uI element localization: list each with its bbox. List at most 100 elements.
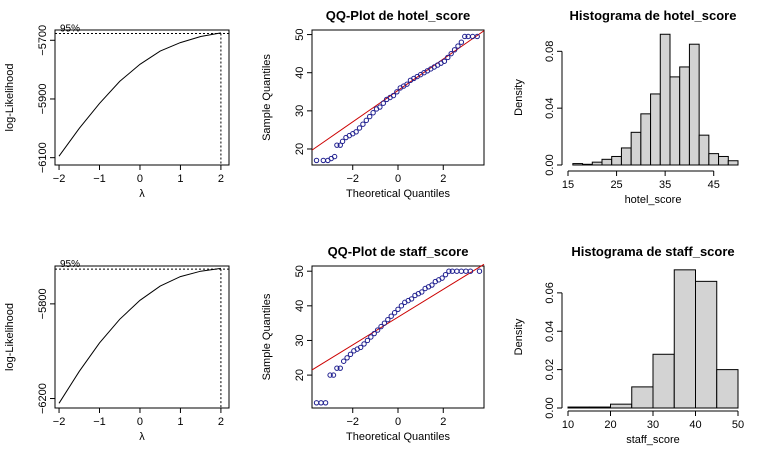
qq-point: [476, 268, 483, 274]
y-axis-title: Sample Quantiles: [261, 293, 273, 380]
qq-point: [318, 400, 324, 406]
qq-point: [322, 400, 329, 406]
chart-boxcox_hotel: −2 −1 0 1 2 −6100 −5900 −5700 λ log-Likelihood 95%: [4, 24, 230, 200]
qq-point: [395, 306, 401, 312]
qq-point: [380, 100, 386, 106]
qq-reference-line: [311, 263, 485, 371]
x-tick-label: 2: [218, 416, 224, 428]
y-tick-label: 0.00: [544, 397, 556, 418]
x-tick-label: −2: [53, 173, 66, 185]
y-tick-label: −6200: [37, 383, 49, 414]
x-tick-label: 25: [610, 179, 622, 191]
histogram-bar: [727, 160, 739, 166]
y-tick-label: 0.04: [544, 321, 556, 342]
qq-point: [404, 81, 410, 87]
qq-point: [371, 330, 377, 337]
y-tick-label: 0.06: [544, 282, 556, 303]
qq-point: [339, 138, 346, 145]
qq-point: [320, 157, 327, 164]
x-tick-label: −1: [93, 416, 106, 428]
x-tick-label: 0: [137, 416, 143, 428]
x-tick-label: 30: [647, 419, 659, 431]
plot-frame: [54, 265, 230, 409]
qq-point: [429, 282, 435, 288]
qq-point: [388, 313, 394, 319]
qq-point: [458, 39, 465, 45]
qq-point: [378, 323, 384, 330]
histogram-bar: [591, 161, 603, 166]
y-tick-label: 50: [294, 265, 306, 277]
qq-point: [442, 271, 449, 278]
qq-point: [446, 268, 452, 274]
plot-frame: [311, 265, 485, 409]
qq-point: [394, 89, 400, 95]
x-tick-label: 20: [604, 419, 616, 431]
qq-point: [334, 142, 340, 148]
histogram-bar: [610, 403, 633, 409]
qq-point: [330, 372, 337, 378]
qq-point: [374, 327, 381, 333]
qq-point: [353, 129, 359, 135]
qq-point: [398, 303, 405, 309]
qq-point: [361, 341, 367, 347]
qq-point: [439, 275, 445, 281]
chart-qq_staff: −2 0 2 20 30 40 50 QQ-Plot de staff_score Theore…: [261, 244, 485, 443]
loglik-curve: [58, 267, 221, 404]
y-axis-title: log-Likelihood: [4, 303, 16, 371]
qq-point: [313, 400, 320, 406]
x-axis-title: Theoretical Quantiles: [346, 431, 450, 443]
histogram-bar: [652, 353, 675, 409]
x-tick-label: 0: [137, 173, 143, 185]
y-tick-label: 40: [294, 300, 306, 312]
qq-point: [445, 54, 451, 61]
x-tick-label: 45: [708, 179, 720, 191]
histogram-bar: [601, 158, 613, 166]
y-axis-title: Density: [513, 79, 525, 116]
x-tick-label: 1: [177, 416, 183, 428]
qq-point: [454, 268, 460, 274]
chart-hist_staff: 10 20 30 40 50 0.00 0.02 0.04 0.06 Histograma de …: [513, 244, 744, 446]
histogram-bar: [572, 163, 584, 166]
chart-qq_hotel: −2 0 2 20 30 40 50 QQ-Plot de hotel_score Theore…: [261, 8, 485, 200]
qq-point: [377, 104, 383, 110]
qq-point: [458, 268, 465, 274]
y-tick-label: 40: [294, 67, 306, 79]
qq-point: [364, 337, 371, 344]
chart-boxcox_staff: −2 −1 0 1 2 −6200 −5800 λ log-Likelihood 95%: [4, 259, 230, 443]
y-axis-title: Density: [513, 318, 525, 355]
histogram-bar: [640, 113, 652, 166]
histogram-bar: [716, 369, 739, 409]
qq-reference-line: [311, 30, 485, 151]
y-tick-label: 0.02: [544, 359, 556, 380]
y-tick-label: 20: [294, 143, 306, 155]
qq-point: [467, 268, 474, 274]
x-tick-label: 10: [562, 419, 574, 431]
histogram-bar: [650, 93, 661, 166]
qq-point: [367, 113, 373, 120]
plot-title: QQ-Plot de staff_score: [328, 244, 469, 259]
qq-point: [357, 344, 364, 351]
histogram-bar: [630, 131, 642, 166]
qq-point: [441, 58, 448, 64]
histogram-bar: [631, 386, 654, 409]
histogram-bar: [620, 147, 632, 166]
y-tick-label: −5800: [37, 288, 49, 319]
histogram-bar: [611, 155, 622, 166]
x-tick-label: 0: [395, 173, 401, 185]
histogram-bar: [698, 134, 710, 166]
ci-label: 95%: [60, 259, 80, 270]
x-tick-label: 2: [440, 416, 446, 428]
x-axis-title: λ: [139, 188, 145, 200]
plot-title: QQ-Plot de hotel_score: [326, 8, 470, 23]
y-axis-title: Sample Quantiles: [261, 54, 273, 141]
y-tick-label: −6100: [37, 142, 49, 173]
qq-point: [455, 43, 461, 49]
plot-title: Histograma de staff_score: [571, 244, 734, 259]
x-tick-label: 15: [562, 179, 574, 191]
y-tick-label: 20: [294, 369, 306, 381]
x-axis-title: Theoretical Quantiles: [346, 188, 450, 200]
x-tick-label: −2: [346, 173, 359, 185]
qq-point: [327, 372, 333, 378]
y-tick-label: −5900: [37, 84, 49, 115]
histogram-bar: [695, 280, 718, 409]
